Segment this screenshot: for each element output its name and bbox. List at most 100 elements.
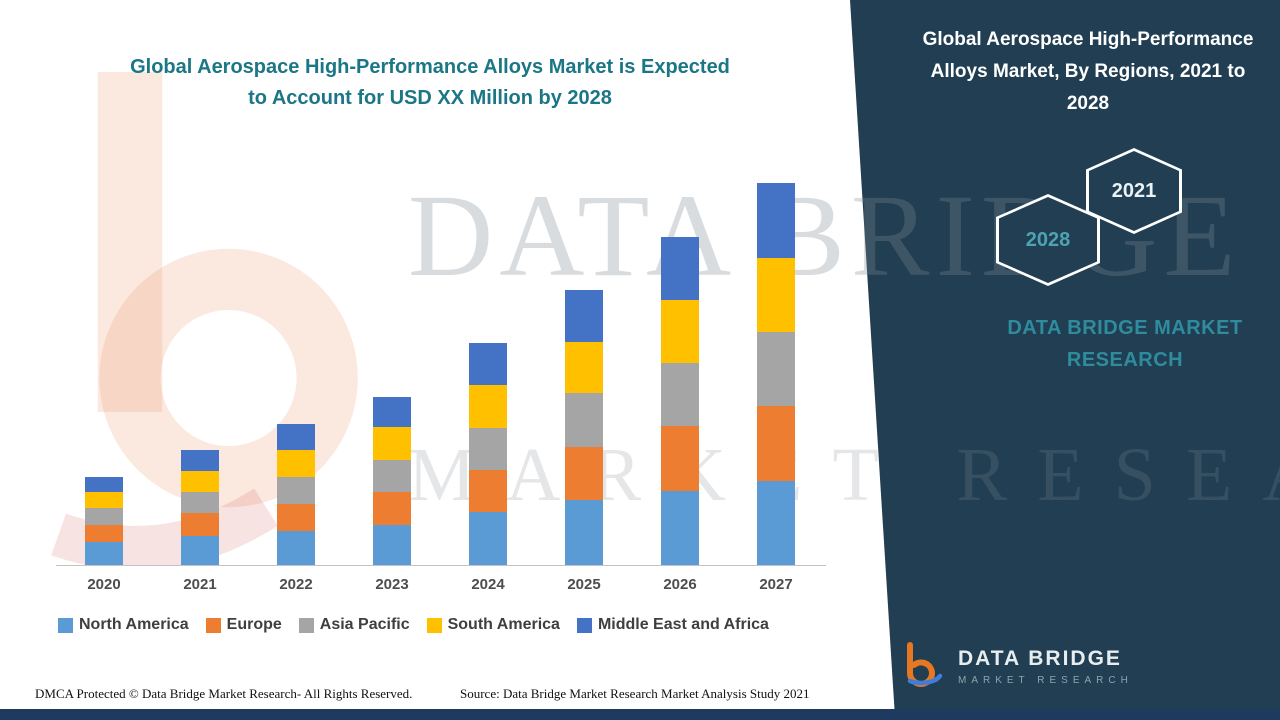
bar-segment-south-america [469,385,507,428]
x-axis-labels: 2020 2021 2022 2023 2024 2025 2026 2027 [56,576,826,593]
legend-label-middle-east-africa: Middle East and Africa [597,616,769,633]
bar-segment-south-america [757,257,795,332]
bar-segment-middle-east-africa [565,290,603,342]
bar-segment-south-america [181,471,219,493]
bar-segment-middle-east-africa [661,236,699,300]
stacked-bar-2024 [469,343,507,565]
bar-segment-south-america [565,341,603,394]
bar-segment-north-america [757,480,795,565]
bar-segment-north-america [181,536,219,565]
bar-segment-europe [85,524,123,543]
bar-segment-south-america [277,450,315,478]
bar-segment-middle-east-africa [277,423,315,451]
bar-segment-north-america [277,530,315,565]
dbmr-logo-subtitle: MARKET RESEARCH [958,675,1133,686]
bar-segment-asia-pacific [181,492,219,514]
stacked-bar-2027 [757,183,795,565]
chart-legend: North America Europe Asia Pacific South Ame… [58,616,848,634]
brand-text-line2: RESEARCH [1066,349,1184,371]
bar-segment-middle-east-africa [85,477,123,493]
x-axis-label-2021: 2021 [183,576,217,593]
x-axis-label-2020: 2020 [87,576,121,593]
x-axis-label-2025: 2025 [567,576,601,593]
legend-label-south-america: South America [447,616,560,633]
bar-segment-asia-pacific [469,427,507,470]
bar-segment-asia-pacific [757,332,795,407]
stacked-bar-2022 [277,423,315,565]
bar-segment-middle-east-africa [181,450,219,472]
bar-column-2026 [632,236,728,565]
legend-item-south-america: South America [426,616,560,634]
bar-segment-south-america [661,299,699,363]
source-note: Source: Data Bridge Market Research Mark… [460,686,810,701]
bar-segment-asia-pacific [373,459,411,493]
bar-segment-europe [661,425,699,491]
bar-segment-south-america [85,492,123,508]
bar-segment-europe [757,406,795,481]
bar-column-2021 [152,450,248,565]
dbmr-logo-name: DATA BRIDGE [958,647,1122,670]
legend-item-europe: Europe [205,616,282,634]
stacked-bar-2023 [373,396,411,565]
legend-swatch-middle-east-africa [576,617,592,633]
side-panel [850,0,1280,720]
bar-segment-north-america [661,490,699,565]
legend-label-europe: Europe [226,616,282,633]
bar-column-2027 [728,183,824,565]
bar-segment-north-america [469,511,507,565]
legend-label-north-america: North America [79,616,189,633]
bottom-strip [0,709,1280,720]
bar-segment-south-america [373,427,411,460]
bar-segment-asia-pacific [85,507,123,525]
brand-text: DATA BRIDGE MARKET RESEARCH [930,312,1280,376]
legend-label-asia-pacific: Asia Pacific [319,616,410,633]
legend-item-middle-east-africa: Middle East and Africa [576,616,769,634]
bar-segment-north-america [565,500,603,565]
bar-chart [56,176,826,566]
bar-segment-north-america [373,524,411,565]
bar-segment-asia-pacific [565,393,603,447]
dbmr-logo-icon [898,640,946,693]
chart-title-line1: Global Aerospace High-Performance Alloys… [130,56,730,78]
legend-item-north-america: North America [58,616,189,634]
legend-swatch-europe [205,617,221,633]
bar-column-2025 [536,290,632,565]
bar-column-2020 [56,477,152,565]
bar-segment-europe [469,469,507,512]
chart-title-line2: to Account for USD XX Million by 2028 [248,87,612,109]
x-axis-label-2027: 2027 [759,576,793,593]
bar-segment-europe [181,513,219,537]
bar-segment-middle-east-africa [469,343,507,386]
brand-text-line1: DATA BRIDGE MARKET [1007,317,1243,339]
legend-swatch-south-america [426,617,442,633]
legend-swatch-asia-pacific [298,617,314,633]
hexagon-2021: 2021 [1086,148,1182,234]
bar-segment-north-america [85,542,123,565]
bar-segment-europe [373,492,411,525]
hexagon-2028: 2028 [996,194,1100,286]
dmca-notice: DMCA Protected © Data Bridge Market Rese… [35,686,413,701]
dbmr-logo-text: DATA BRIDGE MARKET RESEARCH [958,647,1133,686]
bar-segment-europe [277,503,315,531]
x-axis-label-2026: 2026 [663,576,697,593]
stacked-bar-2020 [85,477,123,565]
bar-segment-asia-pacific [661,362,699,426]
bar-column-2022 [248,423,344,565]
x-axis-label-2023: 2023 [375,576,409,593]
x-axis-label-2024: 2024 [471,576,505,593]
stacked-bar-2026 [661,236,699,565]
legend-swatch-north-america [58,617,73,633]
bar-segment-asia-pacific [277,477,315,504]
legend-item-asia-pacific: Asia Pacific [298,616,410,634]
stacked-bar-2021 [181,450,219,565]
bar-segment-middle-east-africa [757,183,795,258]
dbmr-logo: DATA BRIDGE MARKET RESEARCH [898,640,1133,693]
panel-title: Global Aerospace High-Performance Alloys… [922,29,1254,114]
bar-segment-europe [565,446,603,501]
bar-column-2024 [440,343,536,565]
x-axis-label-2022: 2022 [279,576,313,593]
chart-title: Global Aerospace High-Performance Alloys… [40,52,820,114]
bar-column-2023 [344,396,440,565]
bar-segment-middle-east-africa [373,396,411,428]
